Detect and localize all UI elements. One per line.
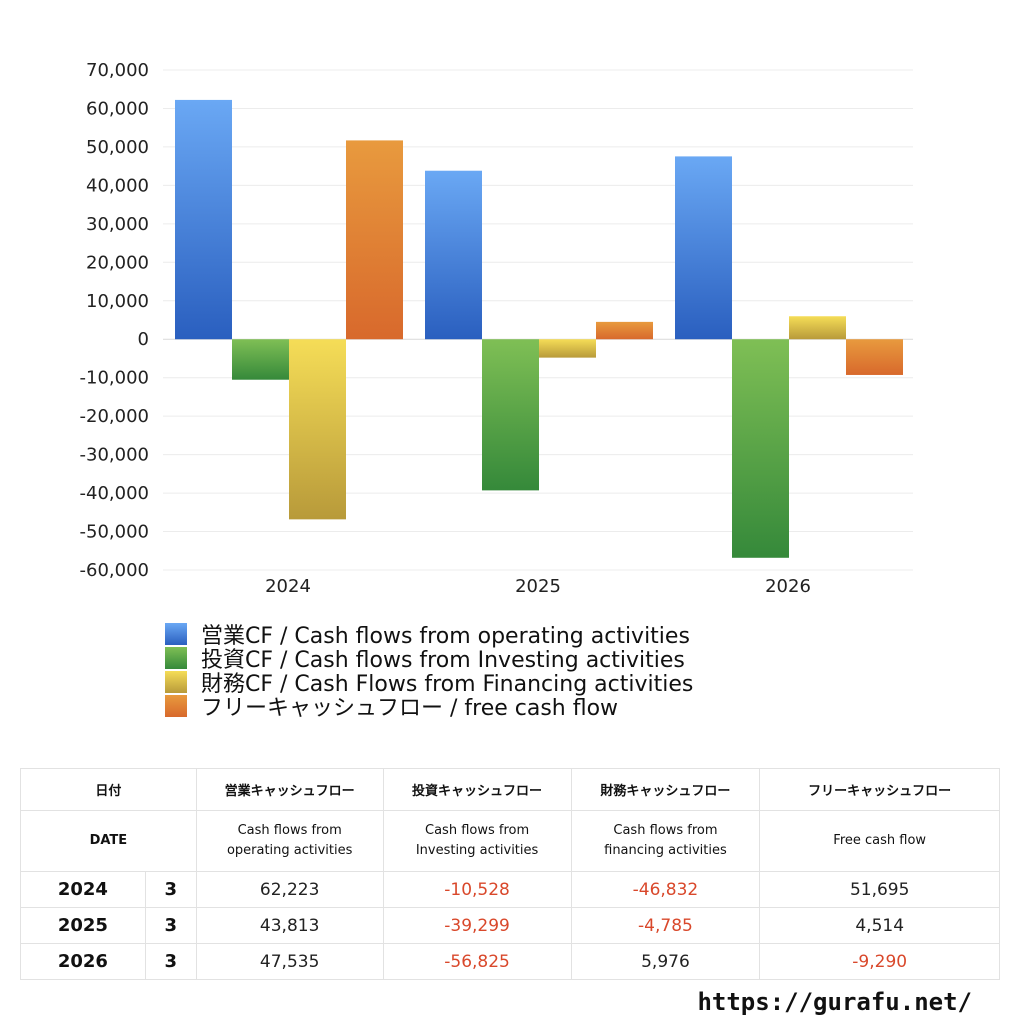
header-investing-en-text: Cash flows from Investing activities bbox=[415, 823, 539, 858]
legend-swatch-financing bbox=[165, 671, 187, 693]
legend-item-financing: 財務CF / Cash Flows from Financing activit… bbox=[165, 670, 693, 697]
y-tick-label: 50,000 bbox=[86, 137, 149, 158]
y-tick-label: -30,000 bbox=[80, 445, 149, 466]
row-month: 3 bbox=[144, 907, 197, 944]
header-investing-jp: 投資キャッシュフロー bbox=[382, 768, 572, 811]
legend-label-operating: 営業CF / Cash flows from operating activit… bbox=[201, 624, 690, 649]
y-tick-label: 30,000 bbox=[86, 214, 149, 235]
y-tick-label: -50,000 bbox=[80, 522, 149, 543]
row-investing: -56,825 bbox=[382, 943, 572, 980]
bar-operating-2026 bbox=[675, 156, 732, 340]
y-tick-label: -20,000 bbox=[80, 406, 149, 427]
legend-swatch-operating bbox=[165, 623, 187, 645]
legend-item-investing: 投資CF / Cash flows from Investing activit… bbox=[165, 646, 693, 673]
x-axis-ticks: 2024 2025 2026 bbox=[265, 576, 811, 597]
chart-legend: 営業CF / Cash flows from operating activit… bbox=[165, 622, 693, 721]
bar-operating-2025 bbox=[425, 170, 482, 340]
row-month: 3 bbox=[144, 943, 197, 980]
legend-swatch-free bbox=[165, 695, 187, 717]
row-investing: -39,299 bbox=[382, 907, 572, 944]
header-date-en: DATE bbox=[20, 810, 197, 872]
bar-investing-2025 bbox=[482, 339, 539, 491]
table-header-en: DATE Cash flows from operating activitie… bbox=[20, 810, 1000, 872]
row-financing: -4,785 bbox=[570, 907, 761, 944]
table-header-jp: 日付 営業キャッシュフロー 投資キャッシュフロー 財務キャッシュフロー フリーキ… bbox=[20, 768, 1000, 811]
y-tick-label: -40,000 bbox=[80, 483, 149, 504]
row-investing: -10,528 bbox=[382, 871, 572, 908]
y-tick-label: 20,000 bbox=[86, 252, 149, 273]
y-tick-label: 60,000 bbox=[86, 98, 149, 119]
row-operating: 47,535 bbox=[195, 943, 384, 980]
row-year: 2024 bbox=[20, 871, 146, 908]
site-url[interactable]: https://gurafu.net/ bbox=[697, 988, 972, 1016]
bar-free-2025 bbox=[596, 321, 653, 340]
header-free-jp: フリーキャッシュフロー bbox=[759, 768, 1000, 811]
row-operating: 62,223 bbox=[195, 871, 384, 908]
y-tick-label: 10,000 bbox=[86, 291, 149, 312]
y-tick-label: -60,000 bbox=[80, 560, 149, 581]
bar-financing-2024 bbox=[289, 339, 346, 520]
header-operating-en: Cash flows from operating activities bbox=[195, 810, 384, 872]
cash-flow-bar-chart: 70,000 60,000 50,000 40,000 30,000 20,000 10,0… bbox=[80, 60, 913, 597]
x-tick-label: 2024 bbox=[265, 576, 311, 597]
row-free: 51,695 bbox=[759, 871, 1000, 908]
legend-item-free: フリーキャッシュフロー / free cash flow bbox=[165, 694, 693, 721]
bar-investing-2026 bbox=[732, 339, 789, 558]
header-financing-en: Cash flows from financing activities bbox=[570, 810, 761, 872]
legend-label-investing: 投資CF / Cash flows from Investing activit… bbox=[201, 648, 685, 673]
row-month: 3 bbox=[144, 871, 197, 908]
row-free: -9,290 bbox=[759, 943, 1000, 980]
legend-item-operating: 営業CF / Cash flows from operating activit… bbox=[165, 622, 693, 649]
bar-financing-2026 bbox=[789, 316, 846, 340]
header-operating-jp: 営業キャッシュフロー bbox=[195, 768, 384, 811]
bar-financing-2025 bbox=[539, 339, 596, 358]
y-tick-label: 70,000 bbox=[86, 60, 149, 81]
row-financing: -46,832 bbox=[570, 871, 761, 908]
bars bbox=[175, 99, 903, 558]
header-investing-en: Cash flows from Investing activities bbox=[382, 810, 572, 872]
row-free: 4,514 bbox=[759, 907, 1000, 944]
table-row: 2024 3 62,223 -10,528 -46,832 51,695 bbox=[20, 871, 1000, 908]
y-tick-label: 40,000 bbox=[86, 175, 149, 196]
x-tick-label: 2026 bbox=[765, 576, 811, 597]
row-year: 2026 bbox=[20, 943, 146, 980]
legend-swatch-investing bbox=[165, 647, 187, 669]
bar-free-2026 bbox=[846, 339, 903, 375]
table-row: 2026 3 47,535 -56,825 5,976 -9,290 bbox=[20, 943, 1000, 980]
row-financing: 5,976 bbox=[570, 943, 761, 980]
row-year: 2025 bbox=[20, 907, 146, 944]
legend-label-financing: 財務CF / Cash Flows from Financing activit… bbox=[201, 672, 694, 697]
y-tick-label: 0 bbox=[138, 329, 149, 350]
bar-free-2024 bbox=[346, 140, 403, 340]
header-date-jp: 日付 bbox=[20, 768, 197, 811]
table-row: 2025 3 43,813 -39,299 -4,785 4,514 bbox=[20, 907, 1000, 944]
row-operating: 43,813 bbox=[195, 907, 384, 944]
header-operating-en-text: Cash flows from operating activities bbox=[226, 823, 353, 858]
x-tick-label: 2025 bbox=[515, 576, 561, 597]
header-financing-en-text: Cash flows from financing activities bbox=[604, 823, 727, 858]
bar-operating-2024 bbox=[175, 99, 232, 340]
header-financing-jp: 財務キャッシュフロー bbox=[570, 768, 761, 811]
y-axis-ticks: 70,000 60,000 50,000 40,000 30,000 20,000 10,0… bbox=[80, 60, 149, 581]
cash-flow-table: 日付 営業キャッシュフロー 投資キャッシュフロー 財務キャッシュフロー フリーキ… bbox=[20, 768, 1000, 980]
legend-label-free: フリーキャッシュフロー / free cash flow bbox=[201, 696, 619, 721]
bar-investing-2024 bbox=[232, 339, 289, 380]
header-free-en: Free cash flow bbox=[759, 810, 1000, 872]
y-tick-label: -10,000 bbox=[80, 368, 149, 389]
